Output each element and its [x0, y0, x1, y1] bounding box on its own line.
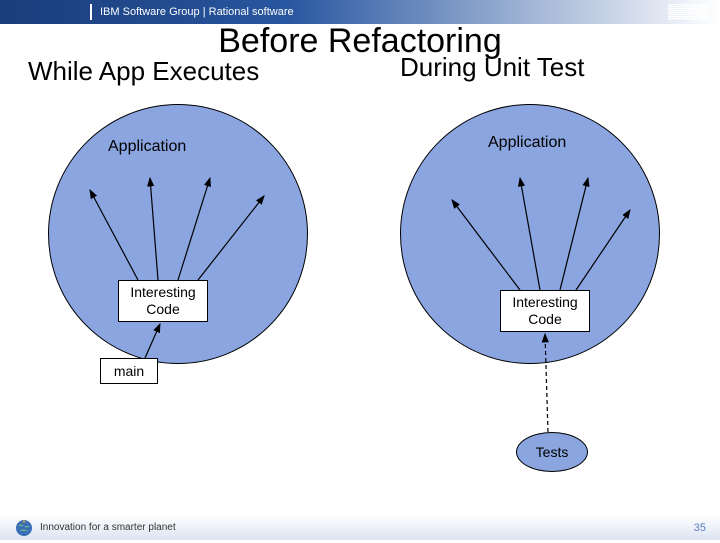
ic-right-label: Interesting Code	[512, 294, 577, 328]
footer: Innovation for a smarter planet	[0, 514, 720, 540]
interesting-code-box-left: Interesting Code	[118, 280, 208, 322]
main-box: main	[100, 358, 158, 384]
interesting-code-box-right: Interesting Code	[500, 290, 590, 332]
application-label-left: Application	[108, 138, 186, 156]
footer-text: Innovation for a smarter planet	[40, 522, 176, 533]
main-label: main	[114, 363, 144, 380]
ic-left-label: Interesting Code	[130, 284, 195, 318]
header-text: IBM Software Group | Rational software	[100, 6, 294, 18]
header-bar: IBM Software Group | Rational software	[0, 0, 720, 24]
application-label-right: Application	[488, 134, 566, 152]
header-divider	[90, 4, 92, 20]
planet-icon	[14, 518, 32, 536]
tests-ellipse: Tests	[516, 432, 588, 472]
tests-label: Tests	[536, 444, 569, 460]
page-number: 35	[694, 522, 706, 534]
section-title-right: During Unit Test	[400, 52, 585, 83]
section-title-left: While App Executes	[28, 56, 259, 87]
